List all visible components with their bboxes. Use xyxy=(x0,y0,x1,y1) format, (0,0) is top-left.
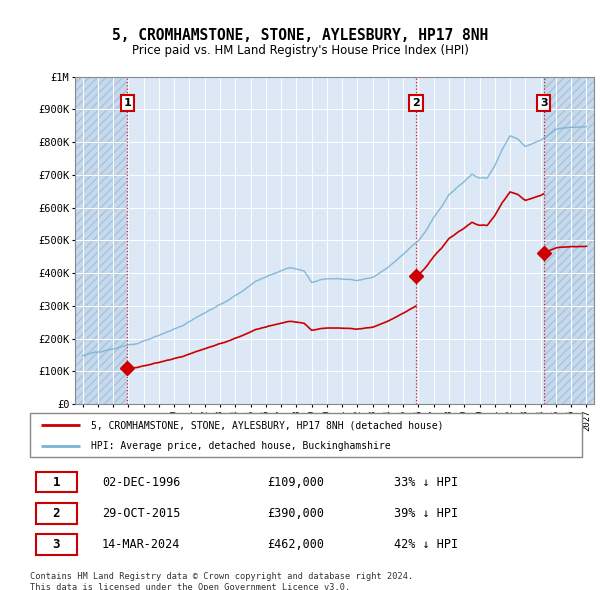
Text: £462,000: £462,000 xyxy=(268,538,325,551)
Text: 29-OCT-2015: 29-OCT-2015 xyxy=(102,507,180,520)
Text: 33% ↓ HPI: 33% ↓ HPI xyxy=(394,476,458,489)
Text: Contains HM Land Registry data © Crown copyright and database right 2024.
This d: Contains HM Land Registry data © Crown c… xyxy=(30,572,413,590)
FancyBboxPatch shape xyxy=(35,471,77,493)
Text: 14-MAR-2024: 14-MAR-2024 xyxy=(102,538,180,551)
Text: 02-DEC-1996: 02-DEC-1996 xyxy=(102,476,180,489)
Bar xyxy=(544,77,594,404)
Text: 1: 1 xyxy=(124,98,131,108)
Text: 3: 3 xyxy=(540,98,547,108)
Text: £390,000: £390,000 xyxy=(268,507,325,520)
FancyBboxPatch shape xyxy=(35,503,77,523)
Text: 5, CROMHAMSTONE, STONE, AYLESBURY, HP17 8NH (detached house): 5, CROMHAMSTONE, STONE, AYLESBURY, HP17 … xyxy=(91,421,443,430)
Text: HPI: Average price, detached house, Buckinghamshire: HPI: Average price, detached house, Buck… xyxy=(91,441,391,451)
Text: 1: 1 xyxy=(52,476,60,489)
Bar xyxy=(75,77,127,404)
FancyBboxPatch shape xyxy=(35,534,77,555)
Text: 42% ↓ HPI: 42% ↓ HPI xyxy=(394,538,458,551)
Text: Price paid vs. HM Land Registry's House Price Index (HPI): Price paid vs. HM Land Registry's House … xyxy=(131,44,469,57)
Text: 39% ↓ HPI: 39% ↓ HPI xyxy=(394,507,458,520)
Text: 5, CROMHAMSTONE, STONE, AYLESBURY, HP17 8NH: 5, CROMHAMSTONE, STONE, AYLESBURY, HP17 … xyxy=(112,28,488,42)
Text: 2: 2 xyxy=(52,507,60,520)
FancyBboxPatch shape xyxy=(30,413,582,457)
Text: 2: 2 xyxy=(412,98,420,108)
Text: £109,000: £109,000 xyxy=(268,476,325,489)
Text: 3: 3 xyxy=(52,538,60,551)
